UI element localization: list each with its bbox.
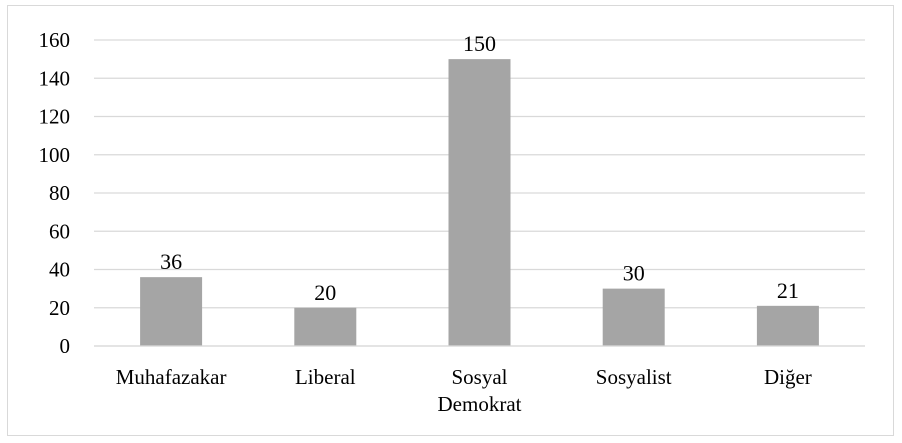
x-category-label: Sosyal bbox=[451, 365, 507, 389]
y-tick-label: 160 bbox=[39, 28, 71, 52]
x-category-label: Muhafazakar bbox=[116, 365, 227, 389]
data-label: 150 bbox=[463, 31, 496, 56]
x-category-label: Demokrat bbox=[438, 392, 522, 416]
bar bbox=[140, 277, 203, 346]
bar bbox=[448, 59, 511, 346]
y-tick-label: 100 bbox=[39, 143, 71, 167]
x-category-label: Sosyalist bbox=[596, 365, 672, 389]
y-tick-label: 140 bbox=[39, 66, 71, 90]
y-tick-label: 60 bbox=[49, 219, 70, 243]
y-tick-label: 0 bbox=[60, 334, 71, 358]
y-tick-label: 20 bbox=[49, 296, 70, 320]
y-tick-label: 40 bbox=[49, 258, 70, 282]
bar bbox=[294, 307, 357, 346]
data-label: 30 bbox=[623, 261, 645, 286]
bar bbox=[756, 305, 819, 346]
x-category-label: Diğer bbox=[764, 365, 812, 389]
data-label: 36 bbox=[160, 249, 182, 274]
bar bbox=[602, 288, 665, 346]
y-tick-label: 120 bbox=[39, 105, 71, 129]
data-label: 21 bbox=[777, 278, 799, 303]
x-category-label: Liberal bbox=[295, 365, 356, 389]
data-label: 20 bbox=[314, 280, 336, 305]
y-tick-label: 80 bbox=[49, 181, 70, 205]
